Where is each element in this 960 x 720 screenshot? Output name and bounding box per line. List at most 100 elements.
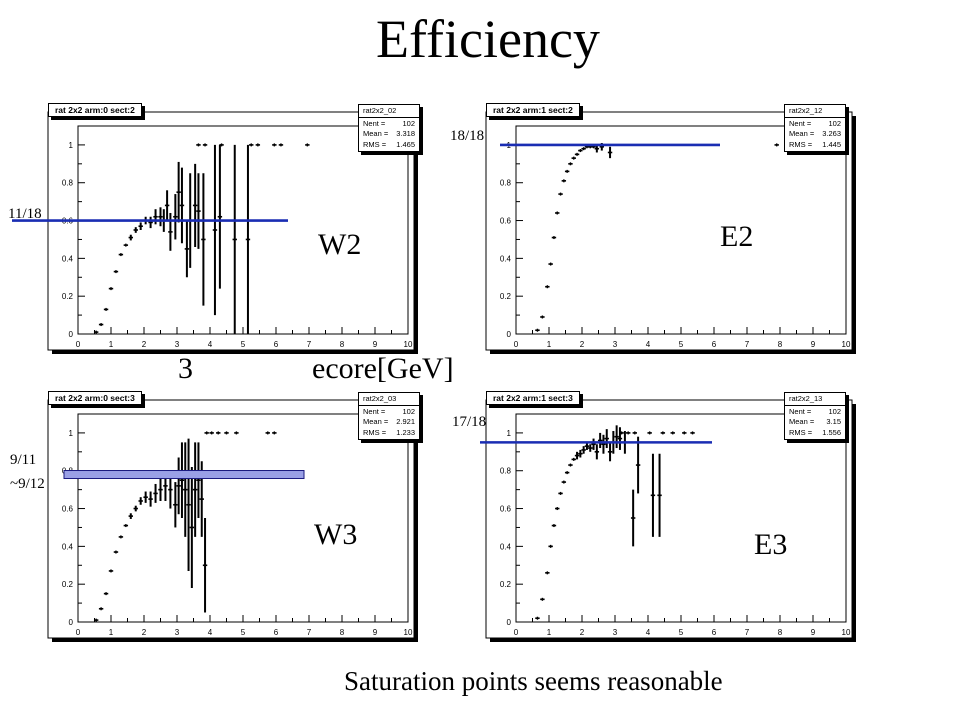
data-point xyxy=(103,592,109,596)
stats-nent: 102 xyxy=(828,406,841,416)
x-tick-label: 1 xyxy=(109,628,114,637)
data-point xyxy=(272,431,277,435)
stats-box-e2: rat2x2_12 Nent = 102 Mean = 3.263 RMS = … xyxy=(784,104,846,152)
data-point xyxy=(113,550,119,554)
data-point xyxy=(574,451,580,460)
data-point xyxy=(202,518,208,613)
y-tick-label: 0.8 xyxy=(500,467,512,476)
label-ecore: ecore[GeV] xyxy=(312,352,454,385)
data-point xyxy=(540,315,545,319)
data-point xyxy=(148,216,153,229)
data-point xyxy=(682,431,687,435)
data-point xyxy=(564,169,570,173)
data-point xyxy=(192,442,198,537)
data-point xyxy=(630,489,636,547)
chart-w3-title: rat 2x2 arm:0 sect:3 xyxy=(48,391,142,405)
data-point xyxy=(571,457,576,461)
stats-mean: 3.263 xyxy=(822,129,841,138)
data-point xyxy=(690,431,695,435)
data-point xyxy=(774,143,779,147)
x-tick-label: 6 xyxy=(274,340,279,349)
data-point xyxy=(108,287,114,291)
x-tick-label: 6 xyxy=(712,340,717,349)
chart-w2-title: rat 2x2 arm:0 sect:2 xyxy=(48,103,142,117)
sat-label-e2: 18/18 xyxy=(450,128,485,144)
x-tick-label: 7 xyxy=(307,340,312,349)
data-point xyxy=(224,431,229,435)
x-tick-label: 10 xyxy=(842,628,851,637)
data-point xyxy=(176,161,181,223)
data-point xyxy=(138,497,143,505)
data-point xyxy=(118,253,124,257)
y-tick-label: 0.6 xyxy=(500,217,512,226)
data-point xyxy=(558,192,563,196)
data-point xyxy=(216,431,221,435)
x-tick-label: 4 xyxy=(646,340,651,349)
data-point xyxy=(535,328,540,332)
x-tick-label: 4 xyxy=(646,628,651,637)
data-point xyxy=(255,143,261,147)
stats-box-e3: rat2x2_13 Nent = 102 Mean = 3.15 RMS = 1… xyxy=(784,392,846,440)
x-tick-label: 1 xyxy=(547,340,552,349)
x-tick-label: 3 xyxy=(175,628,180,637)
data-point xyxy=(133,227,138,233)
y-tick-label: 0.4 xyxy=(62,254,74,263)
x-tick-label: 9 xyxy=(811,628,816,637)
data-point xyxy=(568,162,573,166)
y-tick-label: 0 xyxy=(69,330,74,339)
stats-name: rat2x2_12 xyxy=(785,106,845,118)
y-tick-label: 1 xyxy=(69,429,74,438)
data-point xyxy=(196,173,201,249)
data-point xyxy=(118,535,124,539)
data-point xyxy=(186,438,191,571)
data-point xyxy=(588,444,593,452)
data-point xyxy=(192,163,198,248)
data-point xyxy=(607,442,613,462)
y-tick-label: 0.2 xyxy=(500,292,512,301)
data-point xyxy=(158,207,163,227)
x-tick-label: 1 xyxy=(547,628,552,637)
data-point xyxy=(265,431,270,435)
data-point xyxy=(219,143,224,147)
data-point xyxy=(128,513,133,519)
data-point xyxy=(133,505,138,512)
x-tick-label: 5 xyxy=(241,628,246,637)
data-point xyxy=(561,480,567,484)
stats-rms: 1.556 xyxy=(822,427,841,437)
x-tick-label: 4 xyxy=(208,340,213,349)
x-tick-label: 2 xyxy=(142,628,147,637)
x-tick-label: 9 xyxy=(811,340,816,349)
data-point xyxy=(234,431,239,435)
data-point xyxy=(272,143,277,147)
stats-mean: 3.15 xyxy=(826,417,841,426)
x-tick-label: 1 xyxy=(109,340,114,349)
data-point xyxy=(176,457,181,515)
data-point xyxy=(148,491,153,507)
data-point xyxy=(601,434,606,454)
data-point xyxy=(670,431,675,435)
stats-name: rat2x2_02 xyxy=(359,106,419,118)
y-tick-label: 0 xyxy=(507,618,512,627)
data-point xyxy=(555,507,560,511)
data-point xyxy=(173,194,178,240)
stats-nent: 102 xyxy=(828,118,841,128)
data-point xyxy=(212,144,218,316)
stats-nent: 102 xyxy=(402,118,415,128)
data-point xyxy=(164,190,170,221)
x-tick-label: 0 xyxy=(76,340,81,349)
y-tick-label: 0.6 xyxy=(62,505,74,514)
x-tick-label: 0 xyxy=(514,340,519,349)
frame xyxy=(47,111,415,351)
label-w3: W3 xyxy=(314,518,358,551)
frame xyxy=(47,399,415,639)
data-point xyxy=(578,149,583,153)
chart-e3-title: rat 2x2 arm:1 sect:3 xyxy=(486,391,580,405)
data-point xyxy=(184,220,190,278)
y-tick-label: 0.6 xyxy=(500,505,512,514)
data-point xyxy=(158,478,163,501)
data-point xyxy=(660,431,666,435)
data-point xyxy=(561,179,567,183)
data-point xyxy=(123,243,129,247)
data-point xyxy=(614,425,619,449)
